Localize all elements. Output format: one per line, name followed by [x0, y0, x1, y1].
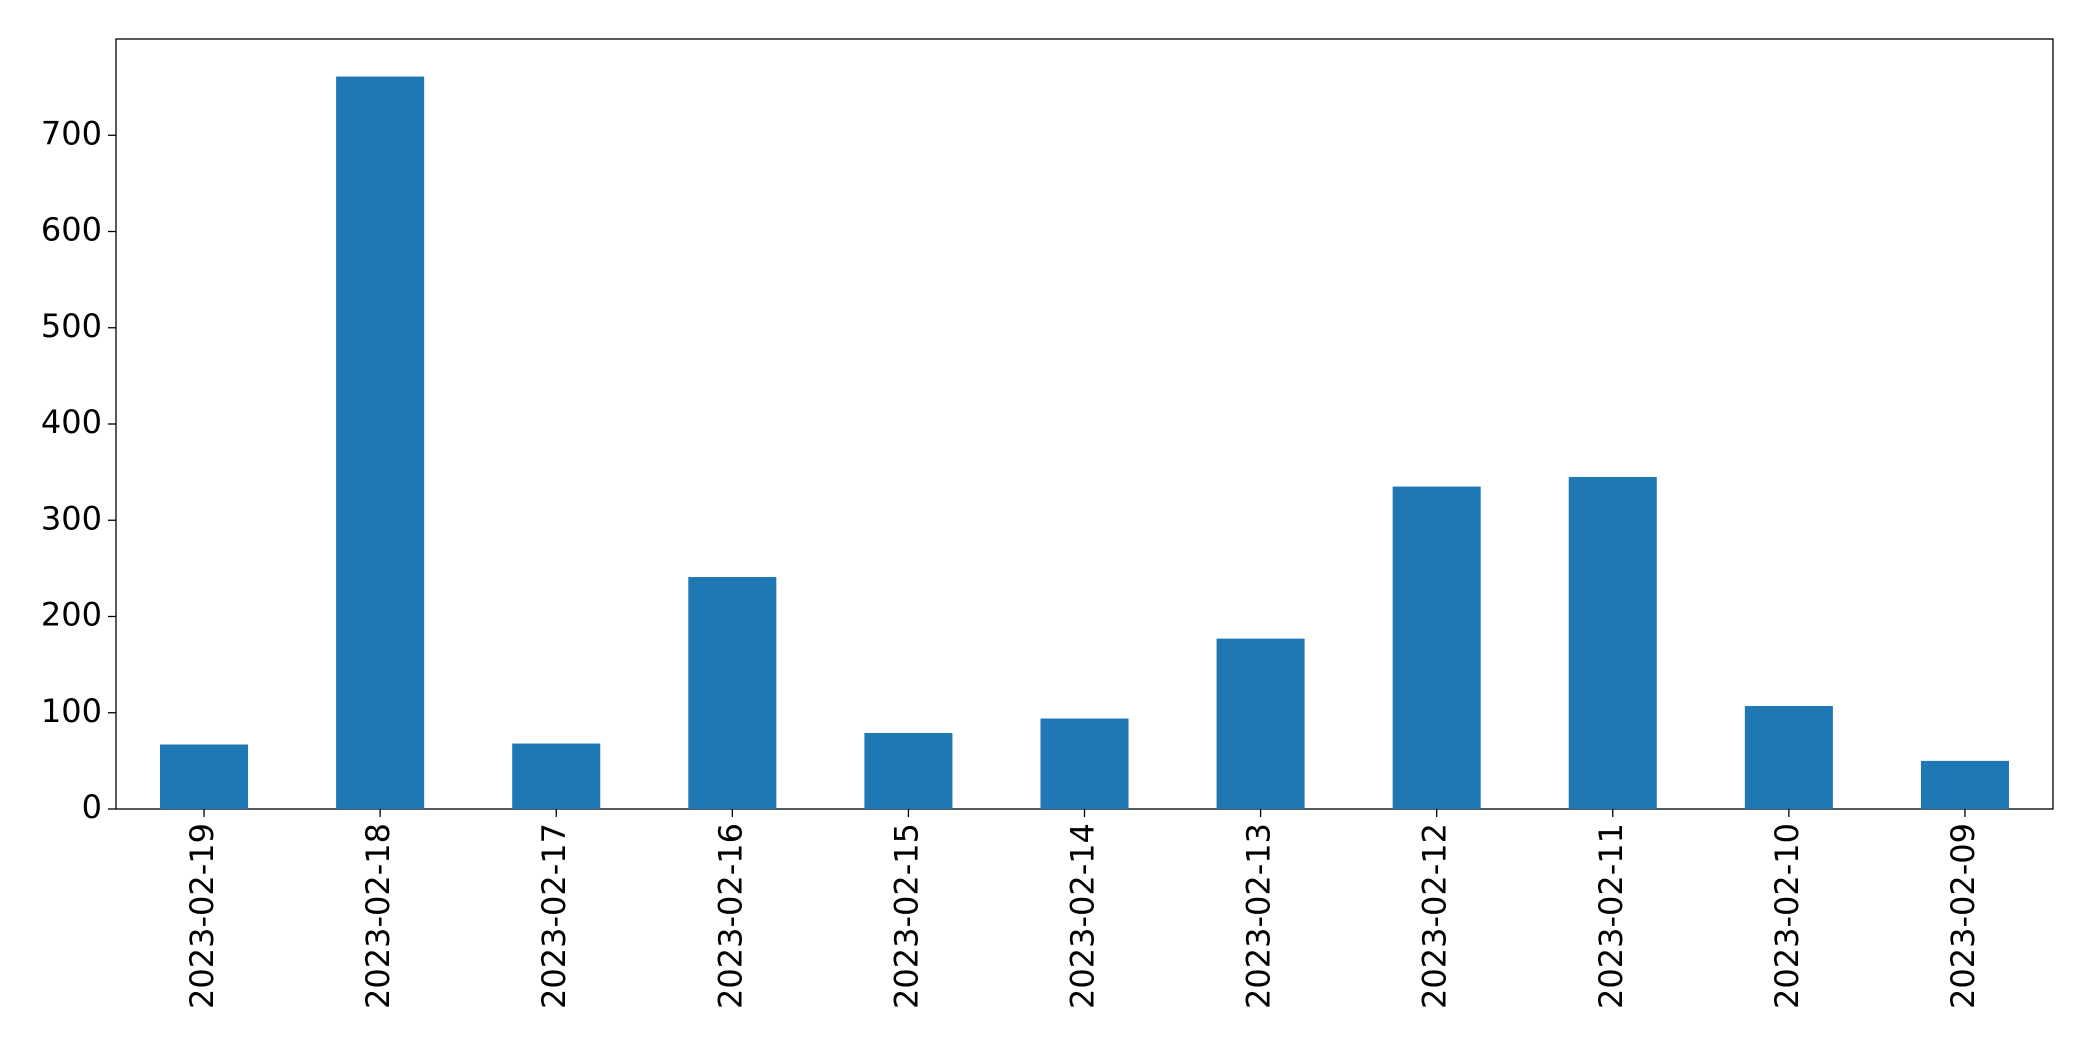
- x-tick-label: 2023-02-12: [1416, 823, 1454, 1009]
- bar: [1920, 760, 2009, 809]
- y-tick-label: 700: [41, 114, 102, 152]
- y-tick-label: 0: [82, 788, 102, 826]
- bar: [160, 744, 249, 809]
- x-tick-label: 2023-02-18: [359, 823, 397, 1009]
- x-tick-label: 2023-02-19: [183, 823, 221, 1009]
- bar: [864, 732, 953, 809]
- bar: [336, 76, 425, 810]
- y-tick-label: 400: [41, 403, 102, 441]
- x-tick-label: 2023-02-15: [887, 823, 925, 1009]
- x-tick-label: 2023-02-10: [1768, 823, 1806, 1009]
- bar: [1216, 638, 1305, 809]
- x-tick-label: 2023-02-09: [1944, 823, 1982, 1009]
- bar: [1744, 706, 1833, 809]
- y-tick-label: 500: [41, 307, 102, 345]
- x-tick-label: 2023-02-11: [1592, 823, 1630, 1009]
- x-tick-label: 2023-02-14: [1064, 823, 1102, 1009]
- y-tick-label: 300: [41, 499, 102, 537]
- x-tick-label: 2023-02-16: [711, 823, 749, 1009]
- y-tick-label: 600: [41, 211, 102, 249]
- bar: [1040, 718, 1129, 809]
- x-tick-label: 2023-02-17: [535, 823, 573, 1009]
- x-tick-label: 2023-02-13: [1240, 823, 1278, 1009]
- bar: [1568, 476, 1657, 809]
- y-tick-label: 100: [41, 692, 102, 730]
- bar: [512, 743, 601, 809]
- bar: [1392, 486, 1481, 809]
- bar: [688, 577, 777, 809]
- y-tick-label: 200: [41, 596, 102, 634]
